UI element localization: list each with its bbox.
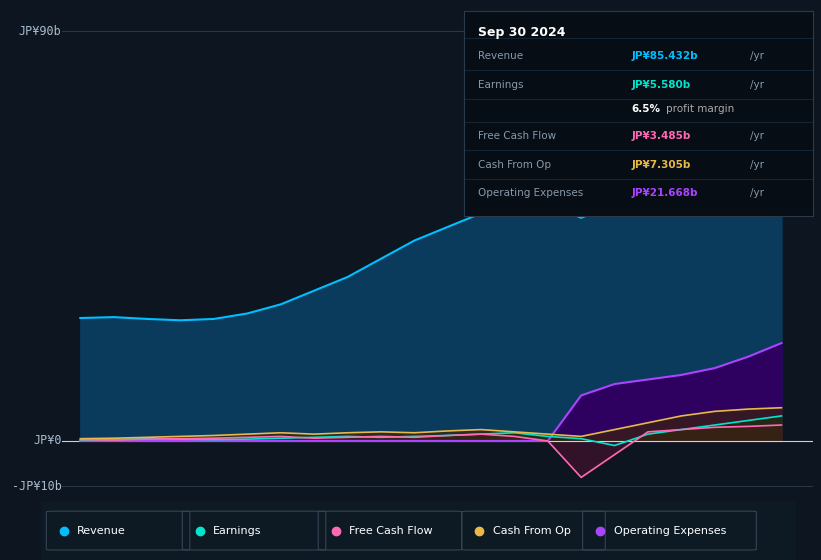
Text: JP¥7.305b: JP¥7.305b bbox=[631, 160, 690, 170]
Text: JP¥3.485b: JP¥3.485b bbox=[631, 131, 690, 141]
Text: Cash From Op: Cash From Op bbox=[478, 160, 551, 170]
Text: /yr: /yr bbox=[750, 51, 764, 61]
Text: Free Cash Flow: Free Cash Flow bbox=[349, 526, 433, 535]
Text: Cash From Op: Cash From Op bbox=[493, 526, 571, 535]
Text: JP¥90b: JP¥90b bbox=[19, 25, 62, 38]
Text: JP¥21.668b: JP¥21.668b bbox=[631, 188, 698, 198]
Text: /yr: /yr bbox=[750, 131, 764, 141]
Text: Earnings: Earnings bbox=[478, 80, 523, 90]
Text: /yr: /yr bbox=[750, 80, 764, 90]
Text: Operating Expenses: Operating Expenses bbox=[478, 188, 583, 198]
Text: Free Cash Flow: Free Cash Flow bbox=[478, 131, 556, 141]
Text: Sep 30 2024: Sep 30 2024 bbox=[478, 26, 566, 39]
Text: JP¥5.580b: JP¥5.580b bbox=[631, 80, 690, 90]
Text: Operating Expenses: Operating Expenses bbox=[613, 526, 726, 535]
Text: profit margin: profit margin bbox=[667, 104, 735, 114]
Text: JP¥85.432b: JP¥85.432b bbox=[631, 51, 698, 61]
Text: JP¥0: JP¥0 bbox=[33, 435, 62, 447]
Text: Revenue: Revenue bbox=[77, 526, 126, 535]
Text: Revenue: Revenue bbox=[478, 51, 523, 61]
Text: 6.5%: 6.5% bbox=[631, 104, 660, 114]
Text: /yr: /yr bbox=[750, 160, 764, 170]
Text: -JP¥10b: -JP¥10b bbox=[11, 480, 62, 493]
Text: /yr: /yr bbox=[750, 188, 764, 198]
Text: Earnings: Earnings bbox=[213, 526, 262, 535]
